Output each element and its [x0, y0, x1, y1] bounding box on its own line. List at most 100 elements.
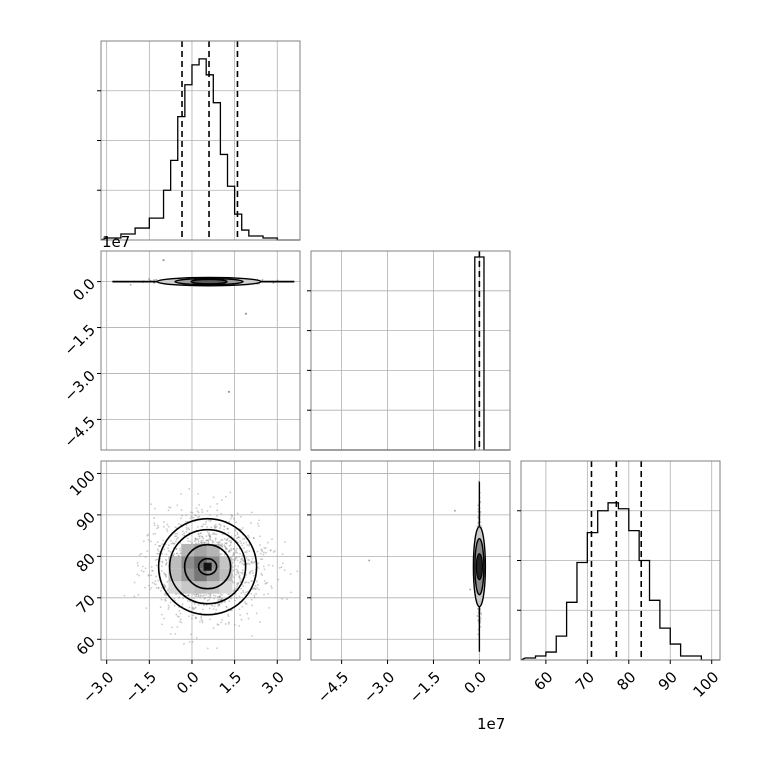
scatter-point [235, 547, 238, 550]
scatter-point [239, 540, 242, 543]
scatter-point [220, 621, 223, 624]
scatter-point [477, 633, 479, 636]
scatter-point [238, 595, 241, 598]
scatter-point [207, 533, 210, 536]
scatter-point [151, 569, 153, 572]
scatter-point [208, 598, 211, 601]
scatter-point [209, 618, 212, 621]
scatter-point [228, 549, 231, 552]
scatter-point [211, 539, 214, 542]
scatter-point [232, 566, 234, 569]
scatter-point [261, 574, 264, 576]
scatter-point [200, 532, 202, 535]
scatter-point [187, 594, 189, 597]
scatter-point [256, 550, 259, 553]
scatter-point [266, 541, 269, 544]
scatter-point [220, 597, 223, 600]
scatter-point [256, 584, 259, 586]
ytick-label: 80 [73, 550, 99, 576]
scatter-point [205, 604, 208, 606]
scatter-point [242, 591, 245, 594]
scatter-point [142, 570, 145, 573]
scatter-point [234, 528, 237, 531]
scatter-point [239, 580, 242, 583]
scatter-point [232, 561, 234, 564]
scatter-point [185, 524, 188, 527]
scatter-point [165, 561, 168, 564]
scatter-point [230, 541, 232, 544]
scatter-point [189, 517, 192, 520]
scatter-point [221, 533, 224, 536]
scatter-point [242, 573, 244, 575]
scatter-point [179, 547, 182, 550]
scatter-point [195, 617, 198, 619]
scatter-point [182, 597, 184, 600]
scatter-point [226, 548, 228, 550]
scatter-point [201, 536, 204, 538]
scatter-point [140, 569, 143, 572]
contour-outer [157, 517, 258, 616]
scatter-point [230, 597, 232, 600]
scatter-point [224, 623, 227, 625]
scatter-point [283, 569, 286, 571]
scatter-point [176, 552, 178, 555]
scatter-point [246, 612, 249, 615]
scatter-point [238, 576, 241, 579]
scatter-point [225, 605, 228, 608]
scatter-point [267, 592, 270, 595]
scatter-point [220, 553, 223, 556]
scatter-point [144, 567, 147, 570]
scatter-point [175, 535, 178, 537]
scatter-point [200, 616, 203, 619]
scatter-point [277, 578, 280, 581]
scatter-point [200, 525, 203, 528]
scatter-point [219, 553, 222, 555]
scatter-point [249, 572, 251, 575]
scatter-point [217, 542, 220, 545]
scatter-point [209, 520, 212, 523]
scatter-point [240, 542, 243, 545]
scatter-point [209, 535, 211, 538]
scatter-point [180, 621, 183, 624]
scatter-outlier [453, 509, 456, 512]
ytick-label: −4.5 [61, 413, 99, 451]
scatter-point [165, 574, 167, 577]
scatter-point [207, 540, 210, 543]
scatter-point [244, 602, 247, 605]
scatter-point [226, 527, 229, 530]
scatter-point [242, 589, 244, 592]
scatter-point [185, 514, 188, 517]
scatter-point [133, 595, 136, 598]
scatter-point [238, 561, 241, 564]
scatter-point [245, 591, 247, 594]
scatter-point [209, 538, 212, 541]
xtick-label: 60 [530, 668, 556, 694]
scatter-point [195, 514, 198, 517]
scatter-point [258, 535, 261, 538]
scatter-point [216, 509, 219, 512]
scatter-point [162, 525, 165, 528]
scatter-point [245, 541, 248, 544]
scatter-point [219, 596, 221, 599]
scatter-point [188, 488, 191, 490]
scatter-point [174, 526, 177, 529]
scatter-point [209, 594, 212, 596]
scatter-point [280, 566, 283, 569]
scatter-point [154, 543, 157, 546]
scatter-point [207, 542, 210, 545]
scatter-point [183, 532, 186, 535]
scatter-point [151, 569, 154, 572]
scatter-point [155, 587, 158, 589]
scatter-point [223, 601, 226, 603]
scatter-point [261, 550, 263, 553]
scatter-point [137, 593, 140, 596]
scatter-outlier [469, 588, 472, 591]
scatter-point [165, 559, 168, 562]
scatter-point [257, 562, 260, 565]
density-cell [181, 543, 195, 557]
scatter-point [158, 545, 161, 548]
scatter-point [174, 535, 177, 538]
xtick-label: −1.5 [406, 668, 444, 706]
scatter-point [228, 540, 230, 543]
scatter-point [203, 597, 206, 600]
